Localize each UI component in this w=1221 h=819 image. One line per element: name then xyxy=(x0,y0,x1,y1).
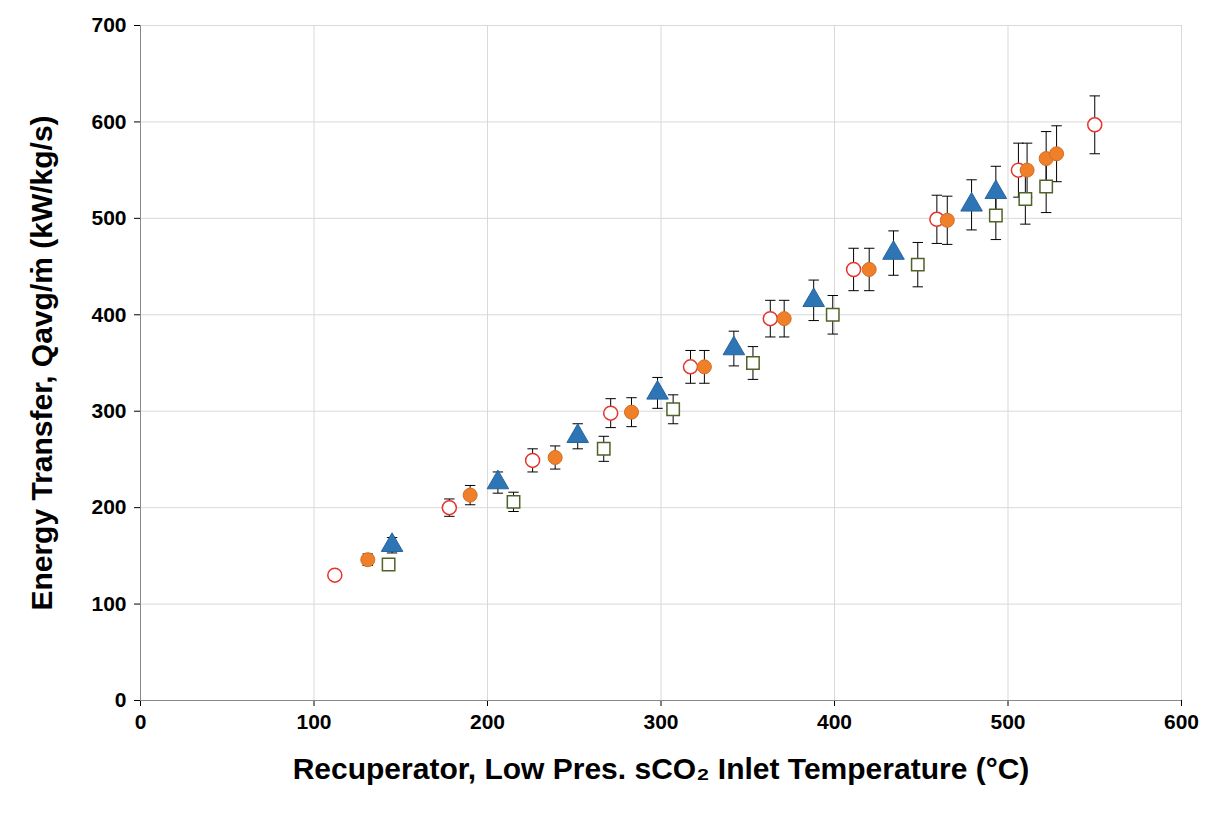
svg-text:100: 100 xyxy=(296,710,331,733)
svg-text:700: 700 xyxy=(91,13,126,36)
svg-text:300: 300 xyxy=(91,399,126,422)
svg-text:200: 200 xyxy=(91,495,126,518)
svg-text:600: 600 xyxy=(91,110,126,133)
svg-text:0: 0 xyxy=(115,688,127,711)
svg-text:Recuperator, Low Pres. sCO₂ In: Recuperator, Low Pres. sCO₂ Inlet Temper… xyxy=(293,752,1030,785)
svg-text:100: 100 xyxy=(91,592,126,615)
svg-text:500: 500 xyxy=(990,710,1025,733)
svg-text:0: 0 xyxy=(135,710,147,733)
svg-text:300: 300 xyxy=(643,710,678,733)
svg-text:500: 500 xyxy=(91,206,126,229)
svg-text:200: 200 xyxy=(470,710,505,733)
svg-text:Energy Transfer, Qavg/ṁ (kW/kg: Energy Transfer, Qavg/ṁ (kW/kg/s) xyxy=(25,115,58,610)
svg-text:400: 400 xyxy=(91,303,126,326)
svg-text:600: 600 xyxy=(1164,710,1199,733)
svg-text:400: 400 xyxy=(817,710,852,733)
